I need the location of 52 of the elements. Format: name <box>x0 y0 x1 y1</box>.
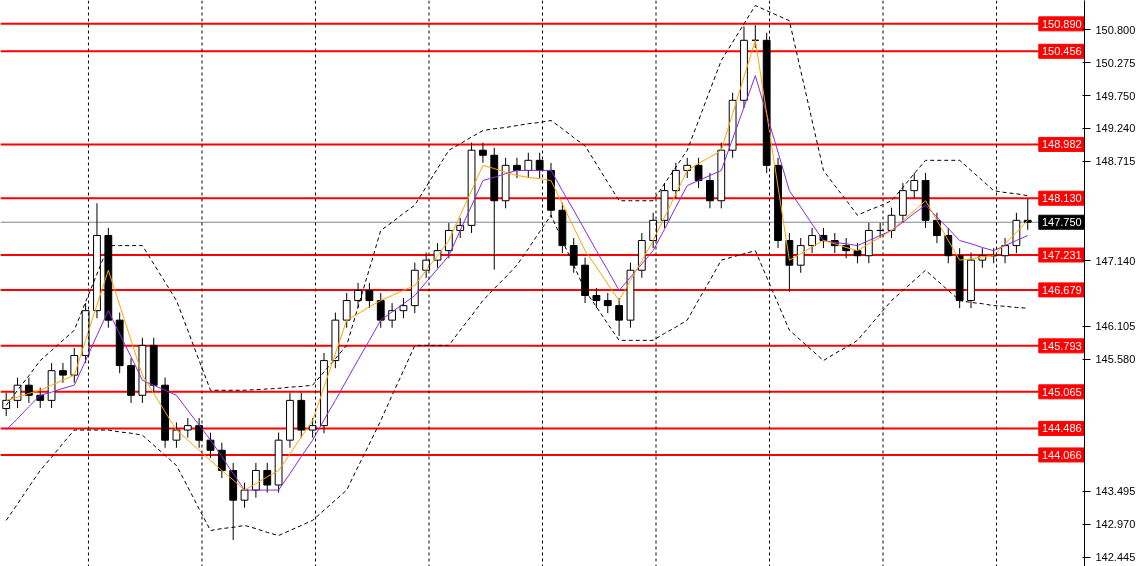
ref-line-label: 145.793 <box>1041 339 1082 352</box>
ref-line-label: 144.486 <box>1041 422 1082 435</box>
candlestick <box>853 242 862 264</box>
ref-line-label: 145.065 <box>1041 385 1082 398</box>
candlestick <box>1001 237 1009 264</box>
y-tick-label: 150.275 <box>1095 56 1136 69</box>
candlestick <box>671 162 680 199</box>
y-tick-label: 143.495 <box>1095 485 1136 498</box>
ref-line-label: 144.066 <box>1041 448 1082 461</box>
candlestick <box>376 292 385 329</box>
ref-line-label: 150.890 <box>1041 17 1082 30</box>
ref-line-label: 147.231 <box>1041 249 1082 262</box>
y-tick-label: 145.580 <box>1095 353 1136 366</box>
ref-line-label: 147.750 <box>1041 216 1082 229</box>
candlestick <box>796 237 805 274</box>
candlestick <box>365 282 374 309</box>
y-tick-label: 149.240 <box>1095 122 1136 135</box>
ref-line-label: 148.130 <box>1041 192 1082 205</box>
candlestick <box>206 432 215 459</box>
candlestick <box>240 481 249 509</box>
candlestick <box>70 347 79 384</box>
candlestick <box>569 237 578 274</box>
y-tick-label: 148.715 <box>1095 155 1136 168</box>
ref-line-label: 146.679 <box>1041 283 1082 296</box>
y-tick-label: 142.445 <box>1095 551 1136 564</box>
ref-line-label: 148.982 <box>1041 138 1082 151</box>
y-tick-label: 146.105 <box>1095 320 1136 333</box>
candlestick <box>354 282 362 309</box>
candlestick <box>910 172 919 199</box>
candlestick <box>603 292 612 314</box>
candlestick <box>524 152 533 179</box>
ref-line-label: 150.456 <box>1041 45 1082 58</box>
candlestick <box>172 421 181 449</box>
candlestick <box>342 292 351 329</box>
candlestick <box>887 207 896 239</box>
candlestick <box>183 417 192 439</box>
y-tick-label: 147.140 <box>1095 254 1136 267</box>
y-tick-label: 142.970 <box>1095 518 1136 531</box>
candlestick <box>263 462 272 494</box>
candlestick <box>399 297 408 319</box>
candlestick <box>615 297 624 337</box>
candlestick <box>59 362 67 384</box>
candlestick <box>706 172 714 209</box>
y-tick-label: 150.800 <box>1095 23 1136 36</box>
candlestick <box>592 287 601 309</box>
candlestick <box>944 227 953 264</box>
candlestick <box>388 302 397 329</box>
candlestick <box>694 157 703 189</box>
y-tick-label: 149.750 <box>1095 89 1136 102</box>
candlestick <box>808 227 816 254</box>
candlestick <box>933 212 941 244</box>
candlestick <box>479 142 487 164</box>
